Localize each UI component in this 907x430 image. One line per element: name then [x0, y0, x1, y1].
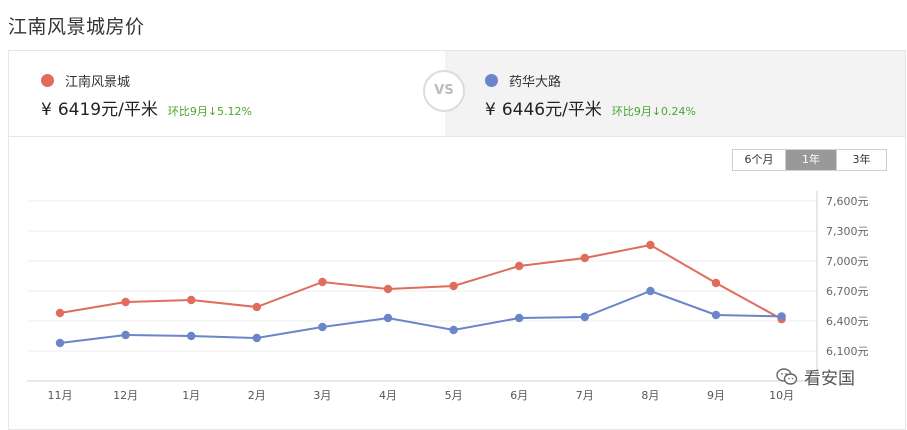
- x-tick-label: 9月: [707, 389, 725, 402]
- y-tick-label: 6,100元: [826, 345, 869, 358]
- data-point: [580, 312, 589, 322]
- y-tick-label: 6,700元: [826, 285, 869, 298]
- x-tick-label: 6月: [510, 389, 528, 402]
- series-line-1: [59, 243, 783, 320]
- x-tick-label: 12月: [113, 389, 138, 402]
- price-panel: 江南风景城 ¥6419元/平米 环比9月↓5.12% 药华大路 ¥6446元/平米…: [8, 50, 906, 430]
- compare-header: 江南风景城 ¥6419元/平米 环比9月↓5.12% 药华大路 ¥6446元/平米…: [9, 51, 905, 137]
- page-title: 江南风景城房价: [8, 16, 145, 38]
- data-point: [449, 281, 458, 291]
- price-value-left: 6419元/平米: [57, 100, 158, 120]
- period-selector: 6个月 1年 3年: [732, 149, 887, 171]
- x-tick-label: 2月: [248, 389, 266, 402]
- data-point: [318, 322, 327, 332]
- data-point: [777, 312, 786, 321]
- watermark-text: 看安国: [804, 369, 855, 389]
- x-tick-label: 7月: [576, 389, 594, 402]
- data-point: [187, 331, 196, 341]
- community-name-left: 江南风景城: [65, 75, 131, 90]
- wechat-icon: [776, 367, 798, 386]
- series-dot-left: [41, 74, 54, 87]
- data-point: [187, 295, 196, 305]
- data-point: [121, 297, 130, 307]
- currency-symbol-right: ¥: [485, 100, 496, 120]
- vs-badge: VS: [423, 70, 465, 112]
- data-point: [580, 253, 589, 263]
- x-tick-label: 5月: [445, 389, 463, 402]
- price-right: ¥6446元/平米 环比9月↓0.24%: [485, 95, 696, 120]
- data-point: [55, 338, 65, 348]
- series-line-2: [59, 289, 782, 344]
- data-point: [55, 308, 65, 318]
- period-1-year-button[interactable]: 1年: [785, 150, 836, 170]
- x-tick-label: 11月: [48, 389, 73, 402]
- data-point: [383, 284, 393, 294]
- data-point: [515, 313, 524, 323]
- watermark: 看安国: [776, 364, 855, 389]
- x-tick-label: 4月: [379, 389, 397, 402]
- data-point: [252, 302, 261, 312]
- data-point: [449, 325, 458, 335]
- price-left: ¥6419元/平米 环比9月↓5.12%: [41, 95, 252, 120]
- change-left: 环比9月↓5.12%: [167, 105, 252, 118]
- x-tick-label: 8月: [641, 389, 659, 402]
- change-right: 环比9月↓0.24%: [611, 105, 696, 118]
- community-name-right: 药华大路: [509, 75, 562, 90]
- y-tick-label: 7,600元: [826, 195, 869, 208]
- price-line-chart: 6,100元 6,400元 6,700元 7,000元 7,300元 7,600元 11月 1…: [27, 191, 869, 402]
- data-point: [121, 330, 130, 340]
- data-point: [711, 310, 721, 320]
- data-point: [318, 277, 327, 287]
- data-point: [646, 240, 655, 250]
- x-tick-label: 1月: [182, 389, 200, 402]
- x-tick-label: 3月: [313, 389, 331, 402]
- y-tick-label: 7,300元: [826, 225, 869, 238]
- data-point: [383, 313, 393, 323]
- period-3-years-button[interactable]: 3年: [836, 150, 886, 170]
- period-6-months-button[interactable]: 6个月: [744, 153, 774, 166]
- series-dot-right: [485, 74, 498, 87]
- data-point: [711, 278, 721, 288]
- y-tick-label: 6,400元: [826, 315, 869, 328]
- compare-card-left: 江南风景城 ¥6419元/平米 环比9月↓5.12%: [9, 51, 445, 136]
- y-tick-label: 7,000元: [826, 255, 869, 268]
- data-point: [515, 261, 524, 271]
- data-point: [252, 333, 261, 343]
- data-point: [646, 286, 655, 296]
- price-value-right: 6446元/平米: [501, 100, 602, 120]
- currency-symbol-left: ¥: [41, 100, 52, 120]
- compare-card-right: 药华大路 ¥6446元/平米 环比9月↓0.24%: [445, 51, 905, 136]
- x-tick-label: 10月: [769, 389, 794, 402]
